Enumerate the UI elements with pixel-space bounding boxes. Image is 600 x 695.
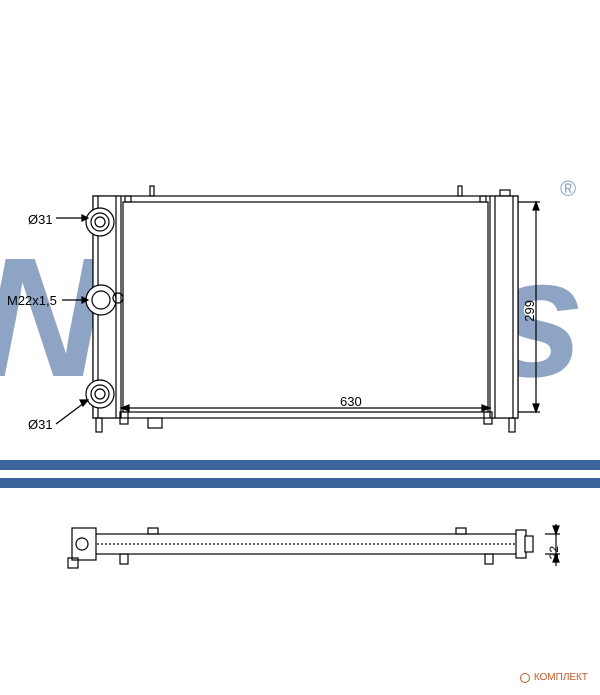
brand-stripe-2 — [0, 478, 600, 488]
label-thread: M22x1,5 — [7, 293, 57, 308]
label-port-bottom: Ø31 — [28, 417, 53, 432]
footer-logo-text: КОМПЛЕКТ — [534, 672, 588, 683]
dim-thickness: 22 — [547, 546, 561, 559]
dim-width: 630 — [340, 394, 362, 409]
footer-logo: КОМПЛЕКТ — [520, 672, 588, 683]
reg-mark: ® — [560, 176, 576, 202]
brand-watermark: Nissens — [0, 220, 576, 416]
brand-stripe-1 — [0, 460, 600, 470]
technical-drawing — [0, 0, 600, 695]
dim-height: 299 — [522, 300, 537, 322]
label-port-top: Ø31 — [28, 212, 53, 227]
footer-logo-icon — [520, 673, 530, 683]
